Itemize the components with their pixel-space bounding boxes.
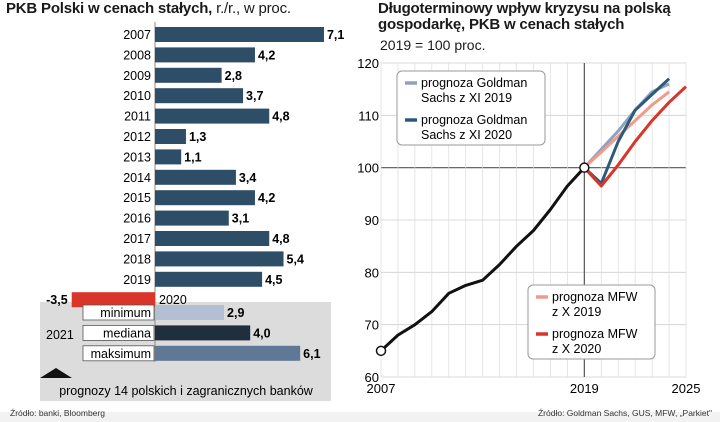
forecast-value-label: 6,1 [303, 347, 320, 361]
left-source: Źródło: banki, Bloomberg [10, 408, 105, 418]
bar-category-label: 2016 [123, 212, 151, 226]
bar-category-label: 2018 [123, 252, 151, 266]
legend-box [527, 284, 656, 360]
bar-2020 [71, 292, 155, 308]
bar-value-label: 4,2 [258, 191, 275, 205]
legend-label: prognoza Goldman [421, 113, 527, 127]
bar-value-label: 3,4 [239, 171, 256, 185]
bar-value-label: 4,5 [265, 273, 282, 287]
legend-label: Sachs z XI 2019 [421, 91, 512, 105]
bar-value-label: 4,8 [272, 232, 289, 246]
bar-2013 [155, 149, 182, 165]
y-tick-label: 110 [358, 108, 379, 123]
gdp-line-chart: 60 70 80 90 100 110 120 2007 2019 2025 prognoza G… [357, 56, 701, 396]
bar-category-label: 2007 [123, 28, 151, 42]
forecast-value-label: 4,0 [253, 326, 270, 340]
right-chart-subtitle: 2019 = 100 proc. [380, 37, 486, 53]
y-tick-label: 70 [365, 318, 379, 333]
bar-category-label: 2014 [123, 171, 151, 185]
right-chart-title: Długoterminowy wpływ kryzysu na polską g… [378, 0, 671, 33]
series-line-4 [583, 85, 688, 188]
forecast-label-box [82, 345, 155, 362]
forecast-label-minimum: minimum [100, 306, 151, 320]
bar-category-label: 2009 [123, 69, 151, 83]
bar-value-label: 5,4 [287, 252, 304, 266]
bar-2008 [155, 47, 255, 63]
y-tick-label: 90 [365, 213, 379, 228]
bar-category-label: 2015 [123, 191, 151, 205]
footer-band [0, 412, 720, 422]
bar-category-label: 2020 [159, 293, 187, 307]
bar-value-label: 3,1 [232, 212, 249, 226]
bar-2014 [155, 169, 236, 185]
left-title-suffix: r./r., w proc. [212, 0, 291, 17]
bar-2011 [155, 108, 270, 124]
y-tick-label: 100 [357, 161, 379, 176]
bar-value-label: 2,8 [225, 69, 242, 83]
x-tick-label: 2007 [367, 381, 396, 396]
gdp-bar-chart: 2007 7,1 2008 4,2 2009 2,8 2010 3,7 2011 4,8 2012 1… [40, 22, 344, 401]
bar-category-label: 2011 [124, 110, 151, 124]
legend-label: prognoza MFW [552, 290, 638, 304]
x-tick-label: 2019 [570, 381, 599, 396]
base-point-marker [579, 162, 590, 173]
forecast-value-label: 2,9 [227, 306, 244, 320]
y-tick-label: 120 [357, 56, 379, 71]
bar-value-label: 4,2 [258, 48, 275, 62]
bar-value-label: 3,7 [246, 89, 263, 103]
bar-2019 [155, 271, 263, 287]
legend-label: z X 2019 [552, 305, 601, 319]
forecast-bar-maksimum [155, 345, 301, 361]
start-point-marker [375, 345, 387, 357]
bar-category-label: 2017 [123, 232, 151, 246]
bar-category-label: 2008 [123, 48, 151, 62]
series-line-0 [379, 166, 586, 352]
bar-2017 [155, 231, 270, 246]
forecast-label-maksimum: maksimum [91, 347, 151, 361]
bar-category-label: 2019 [123, 273, 151, 287]
bar-2015 [155, 190, 255, 206]
forecast-note: prognozy 14 polskich i zagranicznych ban… [59, 384, 314, 398]
bar-value-label: 1,1 [184, 150, 201, 164]
legend-label: Sachs z XI 2020 [421, 128, 512, 142]
bar-value-label: 1,3 [189, 130, 206, 144]
bar-2018 [155, 251, 284, 267]
bar-category-label: 2012 [123, 130, 151, 144]
y-tick-label: 80 [365, 265, 379, 280]
forecast-year-label: 2021 [46, 328, 74, 342]
bar-2016 [155, 210, 229, 226]
legend-label: prognoza MFW [552, 327, 638, 341]
bar-category-label: 2010 [123, 89, 151, 103]
right-title-line2: gospodarkę, PKB w cenach stałych [378, 16, 625, 33]
forecast-bar-mediana [155, 325, 251, 341]
forecast-label-box [82, 304, 155, 321]
legend-label: prognoza Goldman [421, 76, 527, 90]
bar-value-label: 4,8 [272, 110, 289, 124]
legend-label: z X 2020 [552, 342, 601, 356]
note-arrow-icon [40, 368, 72, 378]
forecast-label-box [82, 324, 155, 341]
series-line-3 [583, 90, 671, 169]
right-source: Źródło: Goldman Sachs, GUS, MFW, „Parkie… [537, 408, 712, 418]
forecast-bar-minimum [155, 305, 225, 320]
legend-box [396, 70, 546, 146]
bar-2010 [155, 88, 244, 104]
bar-value-label: 7,1 [327, 28, 344, 42]
bar-category-label: 2013 [123, 150, 151, 164]
bar-2012 [155, 129, 186, 144]
x-tick-label: 2025 [672, 381, 701, 396]
forecast-label-mediana: mediana [103, 326, 151, 340]
bar-2007 [155, 27, 324, 42]
bar-value-label: -3,5 [46, 293, 68, 307]
right-title-line1: Długoterminowy wpływ kryzysu na polską [378, 0, 671, 17]
left-chart-title: PKB Polski w cenach stałych, r./r., w pr… [6, 1, 291, 17]
y-tick-label: 60 [365, 370, 379, 385]
bar-2009 [155, 67, 222, 83]
left-title-main: PKB Polski w cenach stałych, [6, 0, 213, 17]
